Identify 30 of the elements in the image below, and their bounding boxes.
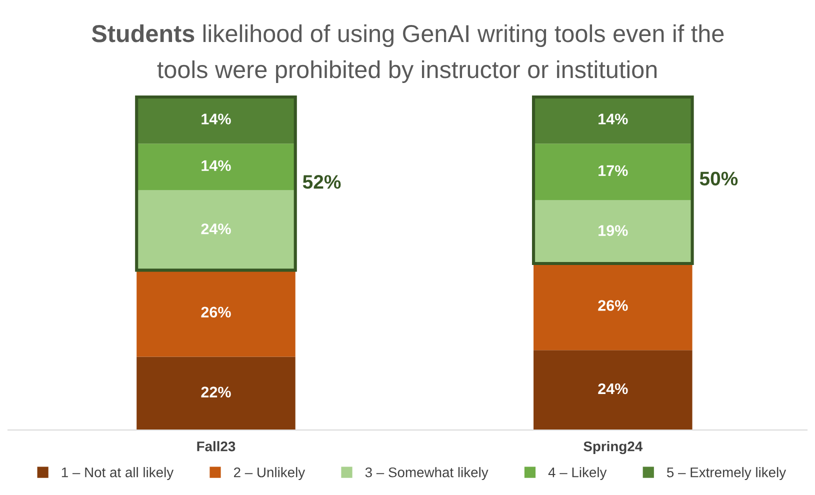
data-label: 26% bbox=[201, 306, 231, 318]
bar bbox=[136, 270, 296, 357]
data-label: 14% bbox=[202, 114, 231, 124]
x-tick-label: Fall23 bbox=[197, 441, 236, 452]
legend-label: 2 – Unlikely bbox=[234, 467, 306, 480]
bar bbox=[534, 144, 692, 200]
bar bbox=[136, 97, 296, 144]
bar bbox=[534, 350, 692, 430]
legend-label: 4 – Likely bbox=[548, 467, 607, 480]
annotation: 50% bbox=[700, 172, 738, 186]
data-label: 17% bbox=[598, 165, 628, 176]
annotation: 52% bbox=[302, 175, 341, 189]
bar bbox=[534, 200, 692, 264]
data-label: 14% bbox=[202, 160, 231, 171]
bar bbox=[136, 190, 296, 270]
bar bbox=[534, 97, 692, 144]
legend-label: 5 – Extremely likely bbox=[666, 467, 786, 480]
data-label: 19% bbox=[598, 225, 628, 236]
bar bbox=[136, 144, 296, 190]
data-label: 24% bbox=[201, 223, 231, 234]
legend-label: 1 – Not at all likely bbox=[62, 467, 174, 480]
data-label: 26% bbox=[598, 300, 628, 311]
data-label: 14% bbox=[598, 114, 628, 124]
data-label: 22% bbox=[201, 386, 231, 398]
legend-label: 3 – Somewhat likely bbox=[365, 467, 488, 480]
data-label: 24% bbox=[598, 383, 628, 394]
bar bbox=[534, 264, 692, 350]
bar bbox=[136, 356, 296, 430]
x-tick-label: Spring24 bbox=[584, 441, 643, 454]
chart-title: Students likelihood of using GenAI writing tools even if the tools were prohibited by instructor or institution bbox=[92, 24, 724, 84]
